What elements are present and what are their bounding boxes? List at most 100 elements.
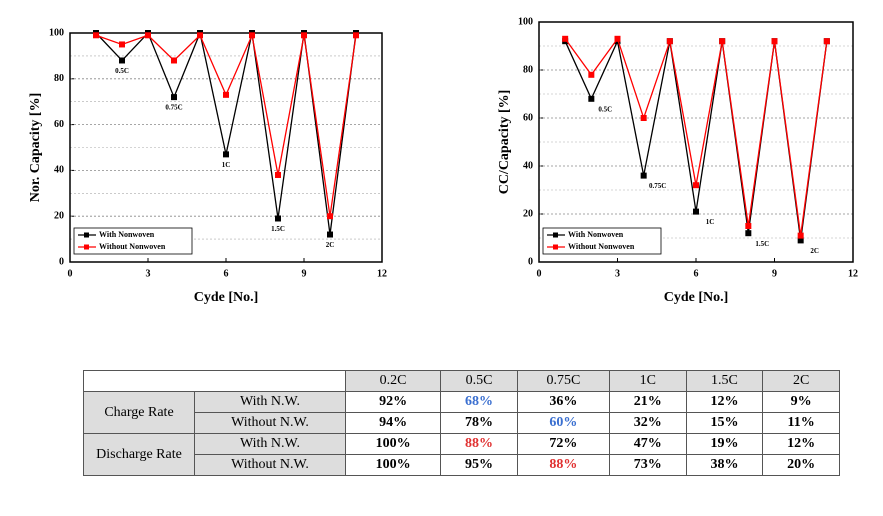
legend-marker — [553, 244, 558, 250]
series-line — [95, 30, 357, 235]
point-marker — [562, 35, 569, 42]
x-axis-label: Cyde [No.] — [664, 290, 729, 305]
row-label: Without N.W. — [194, 412, 346, 434]
col-head: 2C — [762, 370, 840, 392]
col-head: 0.75C — [516, 370, 610, 392]
cell: 95% — [440, 454, 518, 476]
y-tick-label: 80 — [523, 64, 533, 75]
annotation: 1C — [706, 218, 715, 226]
legend-box — [542, 227, 662, 255]
row: Charge Rate With N.W. 92% 68% 36% 21% 12… — [83, 391, 840, 434]
point-marker — [145, 32, 151, 39]
cell: 20% — [762, 454, 840, 476]
point-marker — [614, 35, 621, 42]
point-marker — [119, 41, 125, 48]
cell: 60% — [516, 412, 610, 434]
point-marker — [719, 38, 726, 45]
y-tick-label: 0 — [59, 256, 64, 267]
point-marker — [640, 115, 647, 121]
col-head: 1.5C — [685, 370, 764, 392]
cell: 11% — [762, 412, 840, 434]
legend-label: With Nonwoven — [568, 230, 624, 239]
row: Without N.W. 100% 95% 88% 73% 38% 20% — [84, 454, 840, 476]
cell: 88% — [440, 433, 518, 455]
point-marker — [171, 57, 177, 64]
annotation: 1.5C — [271, 225, 285, 233]
group-label: Charge Rate — [83, 391, 195, 434]
plot-frame — [538, 21, 854, 263]
point-marker — [275, 171, 281, 178]
point-marker — [93, 32, 99, 39]
col-head: 0.2C — [344, 370, 442, 392]
legend-marker — [553, 232, 558, 238]
cell: 73% — [608, 454, 687, 476]
x-axis-label: Cyde [No.] — [194, 290, 259, 305]
point-marker — [640, 172, 647, 179]
x-tick-label: 9 — [772, 268, 777, 279]
cell: 38% — [685, 454, 764, 476]
legend-box — [73, 227, 193, 255]
legend-marker — [84, 244, 89, 250]
point-marker — [666, 38, 673, 45]
x-tick-label: 3 — [615, 268, 620, 279]
cell: 19% — [685, 433, 764, 455]
x-tick-label: 6 — [694, 268, 699, 279]
cell: 88% — [516, 454, 610, 476]
x-tick-label: 12 — [377, 268, 387, 279]
row: Discharge Rate With N.W. 100% 88% 72% 47… — [83, 433, 840, 476]
point-marker — [327, 231, 333, 238]
point-marker — [197, 32, 203, 39]
header-row: 0.2C 0.5C 0.75C 1C 1.5C 2C — [83, 370, 840, 392]
point-marker — [797, 237, 804, 244]
point-marker — [249, 32, 255, 39]
cell: 94% — [344, 412, 442, 434]
cell: 92% — [344, 391, 442, 413]
cell: 100% — [344, 433, 442, 455]
point-marker — [588, 95, 595, 102]
x-tick-label: 9 — [302, 268, 307, 279]
y-tick-label: 80 — [54, 73, 64, 84]
cell: 15% — [685, 412, 764, 434]
y-tick-label: 100 — [49, 27, 64, 38]
point-marker — [171, 94, 177, 101]
x-tick-label: 0 — [537, 268, 542, 279]
point-marker — [823, 38, 830, 45]
y-tick-label: 20 — [54, 210, 64, 221]
col-head: 0.5C — [440, 370, 518, 392]
x-tick-label: 0 — [68, 268, 73, 279]
legend-marker — [84, 232, 89, 238]
y-tick-label: 60 — [54, 119, 64, 130]
series-line — [564, 37, 828, 236]
cell: 12% — [762, 433, 840, 455]
point-marker — [693, 208, 699, 215]
y-tick-label: 40 — [54, 165, 64, 176]
point-marker — [223, 151, 229, 158]
y-tick-label: 20 — [523, 208, 533, 219]
point-marker — [693, 182, 699, 189]
x-tick-label: 3 — [146, 268, 151, 279]
x-tick-label: 6 — [224, 268, 229, 279]
data-table: 0.2C 0.5C 0.75C 1C 1.5C 2C Charge Rate W… — [83, 370, 840, 476]
point-marker — [353, 32, 359, 39]
cell: 78% — [440, 412, 518, 434]
annotation: 0.5C — [598, 105, 612, 113]
group-label: Discharge Rate — [83, 433, 195, 476]
annotation: 2C — [810, 247, 819, 255]
legend-label: With Nonwoven — [99, 230, 155, 239]
annotation: 0.75C — [649, 182, 666, 190]
annotation: 2C — [326, 241, 335, 249]
point-marker — [745, 223, 752, 229]
col-head: 1C — [608, 370, 687, 392]
annotation: 1C — [222, 161, 231, 169]
y-axis-label: CC/Capacity [%] — [497, 90, 512, 195]
point-marker — [588, 71, 595, 78]
cell: 100% — [344, 454, 442, 476]
row: Without N.W. 94% 78% 60% 32% 15% 11% — [84, 412, 840, 434]
y-tick-label: 40 — [523, 160, 533, 171]
point-marker — [119, 57, 125, 64]
cell: 68% — [440, 391, 518, 413]
point-marker — [797, 232, 804, 239]
annotation: 0.75C — [165, 104, 182, 112]
